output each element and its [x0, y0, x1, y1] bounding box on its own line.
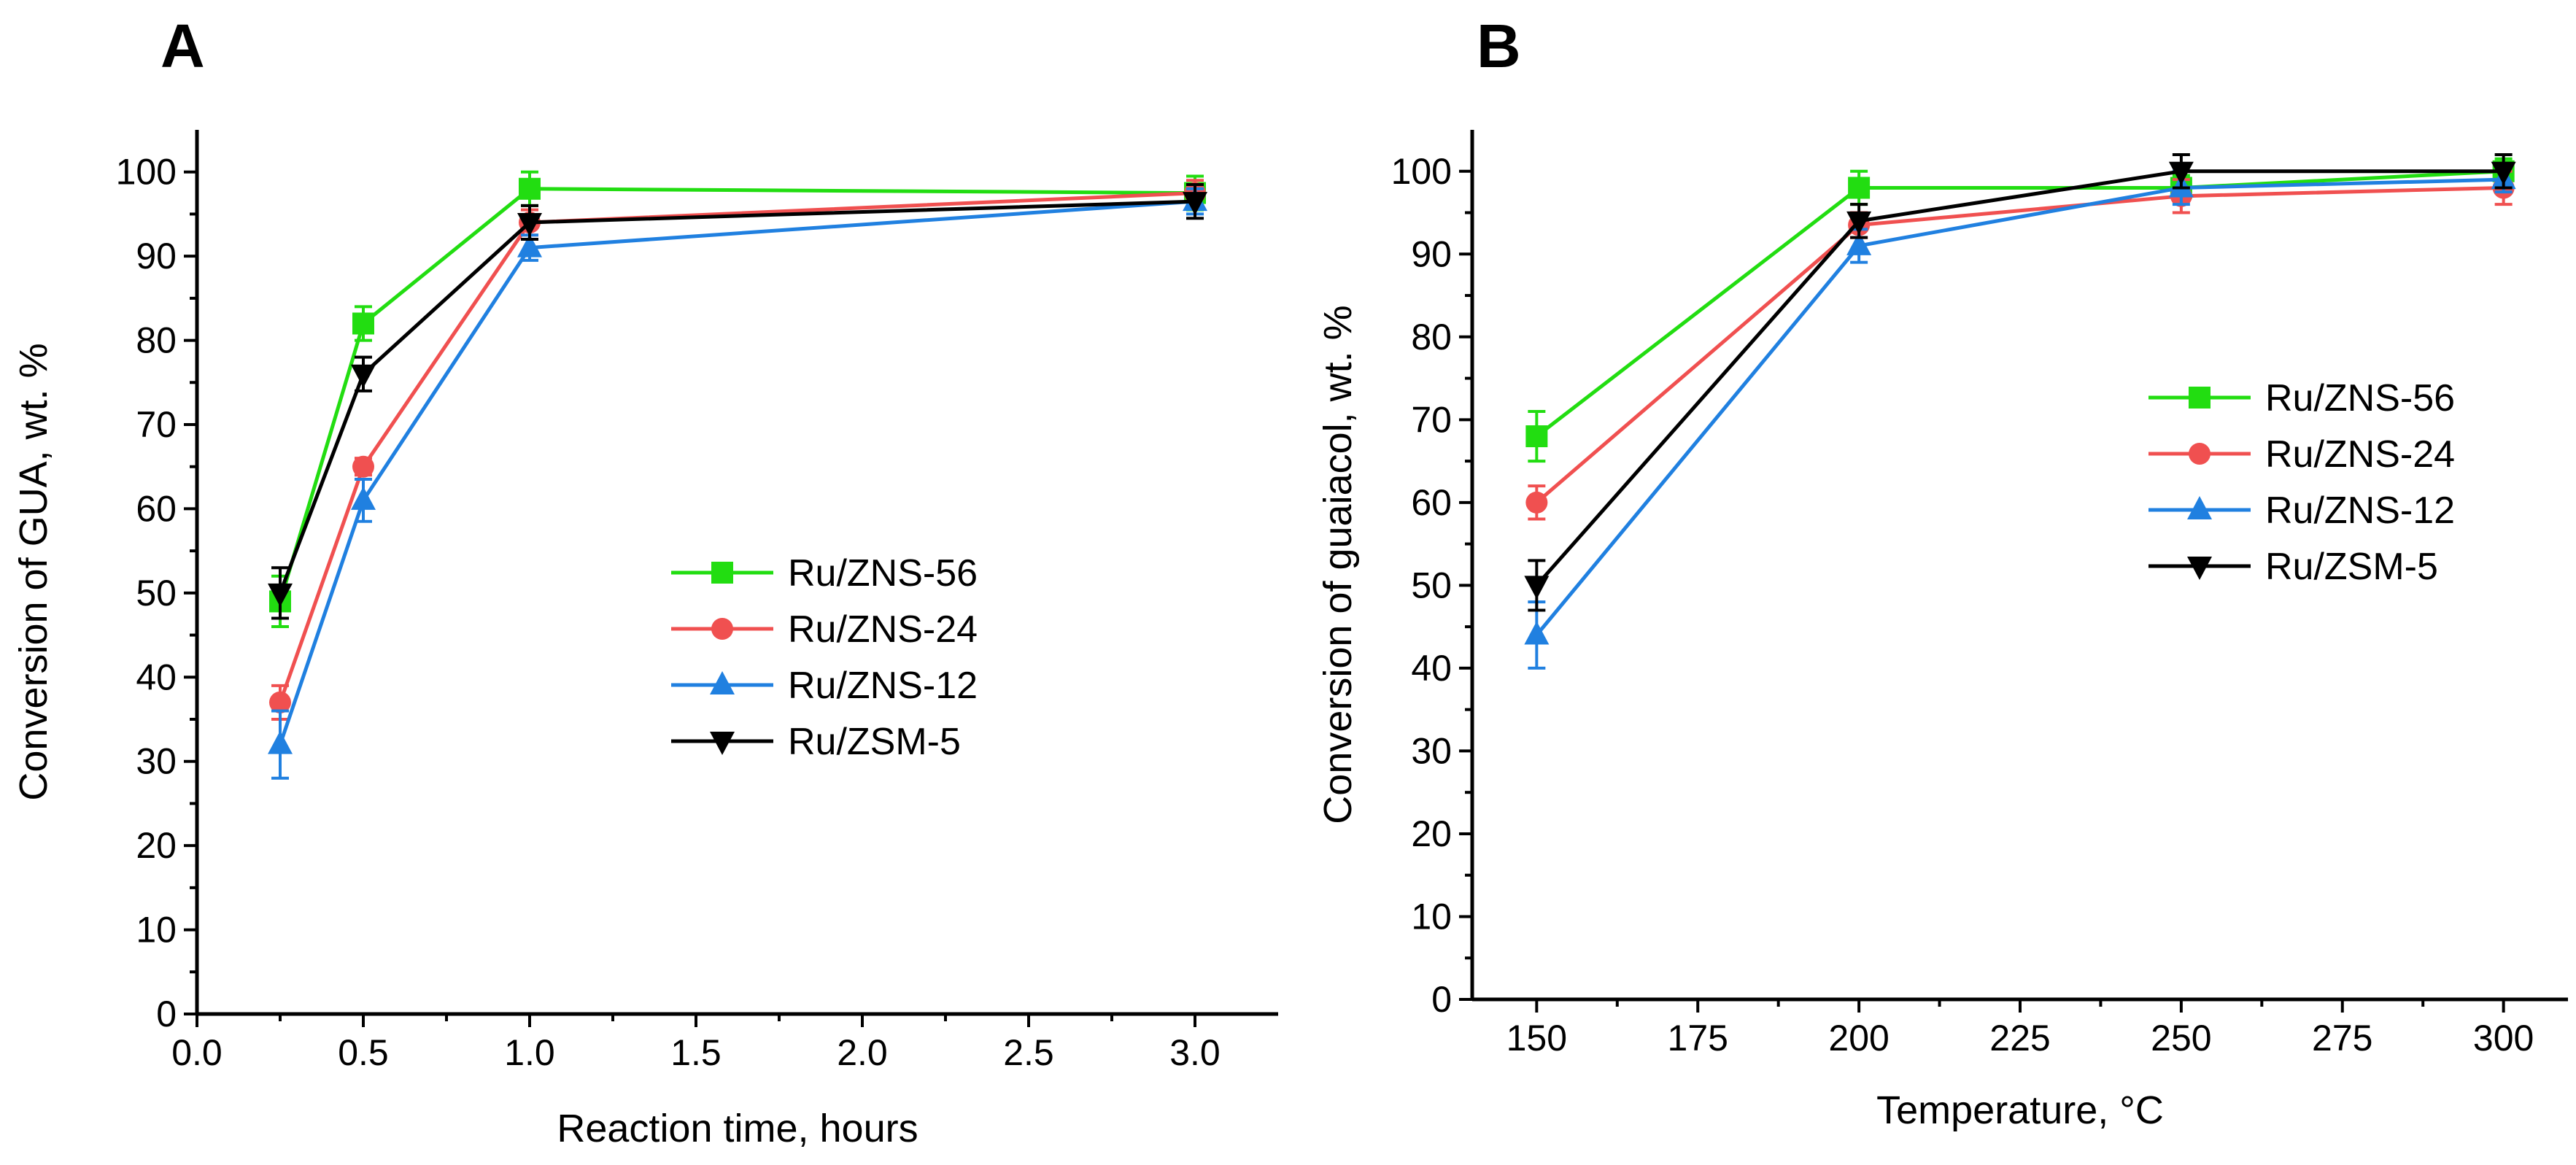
- x-axis-title: Temperature, °C: [1876, 1088, 2164, 1132]
- data-point: [351, 364, 376, 388]
- x-tick-label: 200: [1828, 1018, 1889, 1058]
- y-tick-label: 20: [1411, 813, 1452, 854]
- legend-marker: [2189, 387, 2211, 409]
- legend: Ru/ZNS-56 Ru/ZNS-24 Ru/ZNS-12 Ru/ZSM-5: [2148, 377, 2455, 588]
- x-tick-label: 1.5: [670, 1032, 722, 1073]
- y-tick-label: 90: [1411, 233, 1452, 274]
- data-point: [519, 177, 541, 200]
- data-point: [1525, 491, 1548, 514]
- x-tick-label: 1.0: [504, 1032, 555, 1073]
- series-line: [278, 199, 1196, 746]
- y-tick-label: 60: [136, 488, 177, 529]
- data-point: [2168, 161, 2194, 185]
- x-tick-label: 0.0: [171, 1032, 223, 1073]
- y-axis-title: Conversion of GUA, wt. %: [12, 343, 55, 800]
- legend-label: Ru/ZNS-24: [2265, 433, 2455, 476]
- y-tick-label: 60: [1411, 482, 1452, 523]
- y-tick-label: 100: [1391, 151, 1452, 192]
- series-ru-zns-24: [269, 179, 1206, 721]
- x-tick-label: 2.0: [837, 1032, 888, 1073]
- x-tick-label: 0.5: [338, 1032, 389, 1073]
- y-tick-label: 80: [136, 320, 177, 361]
- series-line: [1535, 169, 2504, 587]
- y-tick-label: 90: [136, 236, 177, 276]
- y-tick-label: 50: [136, 573, 177, 614]
- series-line: [278, 191, 1196, 703]
- y-tick-label: 40: [1411, 648, 1452, 689]
- legend-marker: [710, 671, 735, 694]
- data-point: [268, 730, 293, 754]
- legend-marker: [2189, 443, 2211, 465]
- panel-b: B 150 175 200 225 250 275 300 0 10 20 30 40 50 60 70 80 9…: [1316, 12, 2568, 1132]
- legend-label: Ru/ZNS-56: [788, 552, 978, 595]
- y-tick-label: 70: [1411, 399, 1452, 440]
- x-tick-label: 300: [2473, 1018, 2534, 1058]
- y-tick-label: 70: [136, 404, 177, 445]
- data-point: [1525, 425, 1548, 448]
- legend-label: Ru/ZSM-5: [2265, 546, 2438, 588]
- legend-label: Ru/ZNS-12: [788, 665, 978, 707]
- data-point: [352, 312, 374, 335]
- y-tick-label: 100: [116, 152, 177, 193]
- x-tick-label: 150: [1506, 1018, 1567, 1058]
- data-point: [2491, 161, 2516, 185]
- legend-label: Ru/ZSM-5: [788, 721, 961, 763]
- series-line: [1535, 177, 2504, 637]
- y-tick-label: 30: [1411, 730, 1452, 771]
- legend-marker: [2187, 496, 2212, 519]
- data-point: [1846, 231, 1872, 255]
- legend-marker: [2187, 557, 2212, 580]
- data-point: [517, 212, 542, 236]
- series-line: [278, 187, 1196, 603]
- legend-label: Ru/ZNS-12: [2265, 489, 2455, 532]
- y-axis-title: Conversion of guaiacol, wt. %: [1316, 305, 1360, 824]
- legend: Ru/ZNS-56 Ru/ZNS-24 Ru/ZNS-12 Ru/ZSM-5: [671, 552, 978, 763]
- panel-label: A: [160, 12, 205, 80]
- x-tick-label: 175: [1668, 1018, 1728, 1058]
- data-point: [268, 583, 293, 607]
- y-tick-label: 0: [1431, 979, 1452, 1020]
- data-point: [351, 486, 376, 510]
- series-ru-zsm-5: [1524, 153, 2516, 612]
- y-tick-label: 0: [156, 994, 177, 1034]
- data-point: [1846, 211, 1872, 235]
- data-point: [1848, 177, 1871, 199]
- legend-marker: [710, 732, 735, 755]
- legend-label: Ru/ZNS-56: [2265, 377, 2455, 419]
- y-tick-label: 80: [1411, 317, 1452, 357]
- data-point: [1524, 621, 1550, 645]
- y-tick-label: 40: [136, 657, 177, 697]
- series-ru-zsm-5: [268, 183, 1207, 620]
- x-tick-label: 275: [2312, 1018, 2372, 1058]
- data-point: [1524, 576, 1550, 600]
- y-tick-label: 50: [1411, 565, 1452, 605]
- series-line: [1535, 185, 2504, 504]
- legend-marker: [711, 618, 733, 640]
- panel-label: B: [1477, 12, 1521, 80]
- x-tick-label: 250: [2151, 1018, 2211, 1058]
- y-tick-label: 10: [1411, 896, 1452, 937]
- data-point: [517, 233, 542, 258]
- series-line: [1535, 169, 2504, 438]
- x-tick-label: 2.5: [1003, 1032, 1054, 1073]
- y-tick-label: 10: [136, 910, 177, 951]
- legend-label: Ru/ZNS-24: [788, 608, 978, 651]
- panel-a: A 0.0 0.5 1.0 1.5 2.0 2.5 3.0 0 10 20 30 40 50 60 70 80 9…: [12, 12, 1278, 1150]
- x-tick-label: 225: [1989, 1018, 2050, 1058]
- y-tick-label: 30: [136, 741, 177, 782]
- legend-marker: [711, 562, 733, 584]
- x-tick-label: 3.0: [1169, 1032, 1221, 1073]
- series-ru-zns-12: [268, 187, 1207, 780]
- data-point: [269, 691, 291, 713]
- series-line: [278, 199, 1196, 594]
- data-point: [1183, 192, 1207, 216]
- x-axis-title: Reaction time, hours: [557, 1107, 918, 1150]
- y-tick-label: 20: [136, 825, 177, 866]
- data-point: [352, 455, 374, 478]
